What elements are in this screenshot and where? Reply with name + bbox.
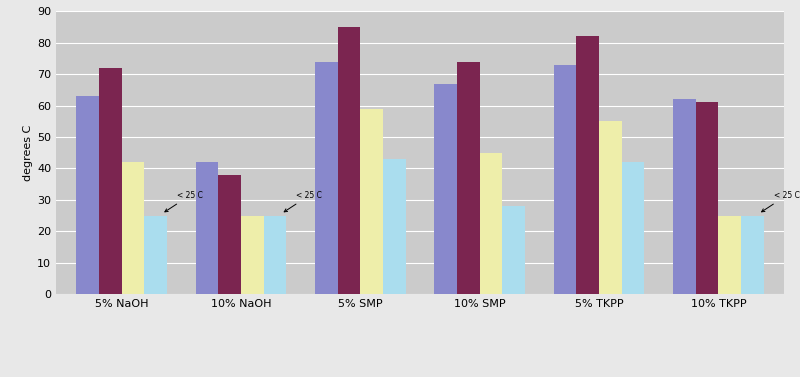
Bar: [218, 175, 241, 294]
Bar: [434, 84, 457, 294]
Bar: [718, 216, 741, 294]
Bar: [576, 37, 599, 294]
Text: < 25 C: < 25 C: [284, 191, 322, 212]
Bar: [99, 68, 122, 294]
Bar: [457, 61, 480, 294]
Bar: [360, 109, 383, 294]
Bar: [76, 96, 99, 294]
Y-axis label: degrees C: degrees C: [23, 124, 33, 181]
Bar: [741, 216, 764, 294]
Bar: [315, 61, 338, 294]
Bar: [696, 103, 718, 294]
Bar: [196, 162, 218, 294]
Text: < 25 C: < 25 C: [762, 191, 800, 212]
Bar: [554, 65, 576, 294]
Bar: [480, 153, 502, 294]
Bar: [144, 216, 167, 294]
Bar: [599, 121, 622, 294]
Bar: [502, 206, 525, 294]
Bar: [383, 159, 406, 294]
Bar: [241, 216, 264, 294]
Bar: [122, 162, 144, 294]
Bar: [622, 162, 644, 294]
Bar: [338, 27, 360, 294]
Bar: [673, 99, 696, 294]
Bar: [264, 216, 286, 294]
Text: < 25 C: < 25 C: [165, 191, 203, 212]
